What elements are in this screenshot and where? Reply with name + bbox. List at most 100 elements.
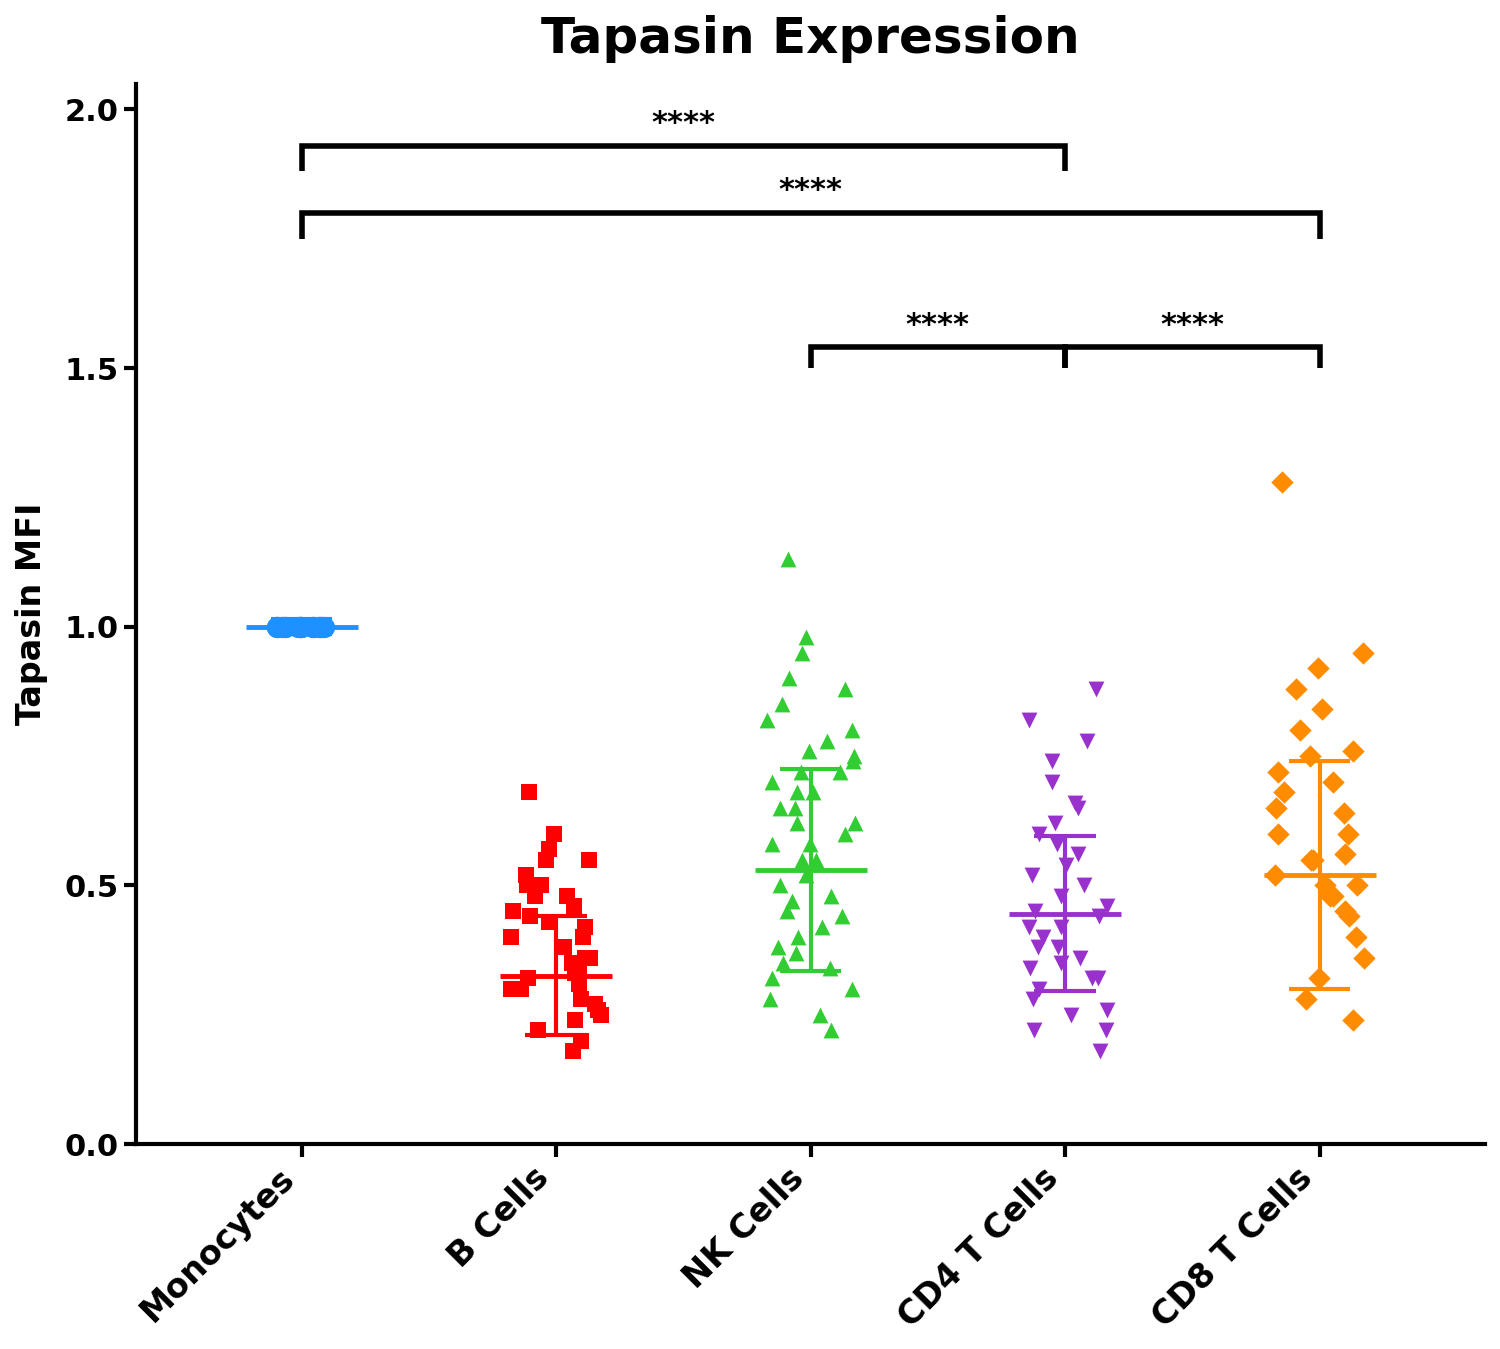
Text: ****: **** bbox=[651, 109, 716, 138]
Point bbox=[573, 916, 597, 938]
Point bbox=[561, 1040, 585, 1062]
Point bbox=[309, 616, 333, 638]
Point bbox=[786, 927, 810, 948]
Point bbox=[514, 865, 538, 886]
Point bbox=[1341, 1009, 1365, 1031]
Point bbox=[1352, 642, 1376, 664]
Point bbox=[798, 834, 822, 855]
Point bbox=[312, 616, 336, 638]
Point bbox=[830, 905, 854, 927]
Point bbox=[568, 1029, 592, 1051]
Point bbox=[1322, 885, 1346, 907]
Point bbox=[834, 823, 858, 844]
Point bbox=[1065, 843, 1089, 865]
Point bbox=[776, 549, 800, 571]
Point bbox=[784, 812, 808, 834]
Point bbox=[794, 865, 818, 886]
Point bbox=[1336, 823, 1360, 844]
Point bbox=[819, 1020, 843, 1041]
Point bbox=[1284, 679, 1308, 700]
Point bbox=[1341, 741, 1365, 762]
Point bbox=[561, 952, 585, 974]
Point bbox=[819, 885, 843, 907]
Point bbox=[1048, 916, 1072, 938]
Point bbox=[1263, 797, 1287, 819]
Point bbox=[1022, 989, 1046, 1010]
Point bbox=[1266, 761, 1290, 782]
Point bbox=[273, 616, 297, 638]
Point bbox=[1048, 952, 1072, 974]
Point bbox=[562, 1009, 586, 1031]
Point bbox=[525, 1020, 549, 1041]
Point bbox=[562, 963, 586, 985]
Point bbox=[1017, 916, 1041, 938]
Text: ****: **** bbox=[906, 310, 970, 340]
Point bbox=[758, 989, 782, 1010]
Point bbox=[1028, 823, 1051, 844]
Point bbox=[285, 616, 309, 638]
Point bbox=[1266, 823, 1290, 844]
Point bbox=[1320, 772, 1344, 793]
Point bbox=[1066, 797, 1090, 819]
Point bbox=[789, 849, 813, 870]
Point bbox=[1022, 1020, 1046, 1041]
Point bbox=[1336, 905, 1360, 927]
Point bbox=[760, 834, 784, 855]
Point bbox=[1263, 865, 1287, 886]
Point bbox=[1068, 947, 1092, 969]
Point bbox=[754, 710, 778, 731]
Point bbox=[1017, 710, 1041, 731]
Text: ****: **** bbox=[1161, 310, 1224, 340]
Point bbox=[801, 781, 825, 803]
Point bbox=[524, 885, 548, 907]
Point bbox=[1088, 1040, 1112, 1062]
Point bbox=[537, 838, 561, 859]
Point bbox=[308, 616, 332, 638]
Point bbox=[768, 874, 792, 896]
Point bbox=[586, 998, 610, 1020]
Point bbox=[590, 1004, 613, 1025]
Point bbox=[1308, 967, 1332, 989]
Point bbox=[784, 781, 808, 803]
Point bbox=[1270, 471, 1294, 492]
Point bbox=[828, 761, 852, 782]
Point bbox=[794, 626, 818, 648]
Point bbox=[1294, 989, 1318, 1010]
Point bbox=[770, 693, 794, 715]
Point bbox=[843, 812, 867, 834]
Point bbox=[804, 849, 828, 870]
Point bbox=[1095, 998, 1119, 1020]
Point bbox=[760, 967, 784, 989]
Point bbox=[842, 745, 866, 766]
Point bbox=[1044, 812, 1068, 834]
Point bbox=[302, 616, 326, 638]
Point bbox=[1020, 865, 1044, 886]
Point bbox=[290, 616, 314, 638]
Point bbox=[1084, 679, 1108, 700]
Point bbox=[1352, 947, 1376, 969]
Point bbox=[1311, 699, 1335, 720]
Point bbox=[572, 927, 596, 948]
Point bbox=[1298, 745, 1322, 766]
Point bbox=[273, 616, 297, 638]
Y-axis label: Tapasin MFI: Tapasin MFI bbox=[15, 503, 48, 724]
Point bbox=[1054, 854, 1078, 876]
Point bbox=[760, 772, 784, 793]
Point bbox=[561, 896, 585, 917]
Point bbox=[783, 797, 807, 819]
Point bbox=[567, 973, 591, 994]
Point bbox=[1041, 750, 1065, 772]
Point bbox=[543, 823, 567, 844]
Point bbox=[288, 616, 312, 638]
Point bbox=[549, 936, 573, 958]
Point bbox=[266, 616, 290, 638]
Point bbox=[584, 994, 608, 1016]
Point bbox=[1030, 927, 1054, 948]
Point bbox=[530, 874, 554, 896]
Point bbox=[784, 942, 808, 963]
Point bbox=[766, 936, 790, 958]
Point bbox=[568, 989, 592, 1010]
Point bbox=[501, 900, 525, 921]
Point bbox=[840, 719, 864, 741]
Point bbox=[1064, 792, 1088, 813]
